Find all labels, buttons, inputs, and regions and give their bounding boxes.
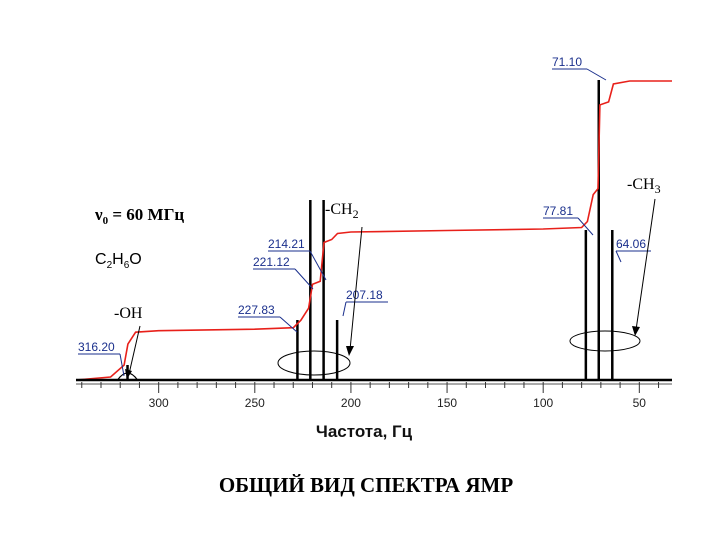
peak-leader-line [577,217,594,236]
x-tick-label: 250 [245,396,265,410]
peak-value-label: 64.06 [616,237,646,251]
formula-label: C2H6O [95,251,142,271]
peak-leader-line [309,250,327,281]
integral-curve [75,80,672,381]
ch2-arrowhead [346,346,354,356]
chart-title: ОБЩИЙ ВИД СПЕКТРА ЯМР [219,473,514,497]
peaks-layer [117,80,614,381]
ch3-arrow [635,198,656,331]
peak-leader-line [119,353,125,377]
peak-value-label: 71.10 [552,55,582,69]
peak-leader-line [342,301,347,317]
peak-leader-layer: 316.20 227.83 221.12 214.21 207.18 77.81 71.10… [78,55,651,377]
peak-leader-line [279,316,298,333]
peak-leader-line [294,268,314,290]
x-tick-label: 150 [437,396,457,410]
group-label-oh: -OH [114,305,143,322]
group-label-ch3: -CH3 [627,176,661,196]
ch2-group-ellipse [277,350,351,376]
frequency-label: ν0 = 60 МГц [94,205,184,227]
peak-value-label: 227.83 [238,303,275,317]
group-label-ch2: -CH2 [325,201,359,221]
x-axis: 300 250 200 150 100 50 [76,378,672,410]
ch2-arrow [349,226,363,351]
ch3-group-ellipse [569,330,641,352]
peak-value-label: 207.18 [346,288,383,302]
oh-arrowhead [125,369,132,379]
peak-value-label: 214.21 [268,237,305,251]
peak-leader-line [586,68,607,81]
x-axis-title: Частота, Гц [316,422,413,441]
peak-value-label: 221.12 [253,255,290,269]
oh-arrow [128,325,141,375]
integral-layer [75,80,672,381]
peak-value-label: 316.20 [78,340,115,354]
x-tick-label: 50 [633,396,647,410]
peak-leader-line [615,250,622,263]
x-tick-label: 300 [149,396,169,410]
ch3-arrowhead [632,326,640,336]
x-tick-label: 100 [533,396,553,410]
peak-value-label: 77.81 [543,204,573,218]
x-tick-label: 200 [341,396,361,410]
